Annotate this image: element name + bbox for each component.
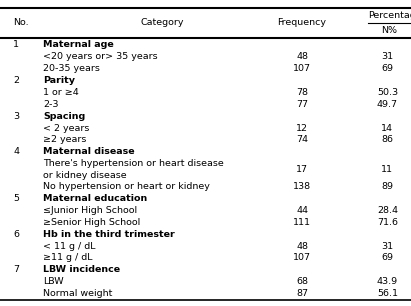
Text: 28.4: 28.4 (377, 206, 398, 215)
Text: 56.1: 56.1 (377, 289, 398, 298)
Text: Frequency: Frequency (277, 18, 327, 28)
Text: 107: 107 (293, 253, 311, 263)
Text: 12: 12 (296, 124, 308, 132)
Text: Maternal age: Maternal age (43, 40, 114, 49)
Text: There's hypertension or heart disease: There's hypertension or heart disease (43, 159, 224, 168)
Text: Maternal disease: Maternal disease (43, 147, 135, 156)
Text: 50.3: 50.3 (377, 88, 398, 97)
Text: 4: 4 (13, 147, 19, 156)
Text: No hypertension or heart or kidney: No hypertension or heart or kidney (43, 182, 210, 191)
Text: 48: 48 (296, 52, 308, 61)
Text: ≤Junior High School: ≤Junior High School (43, 206, 137, 215)
Text: 1 or ≥4: 1 or ≥4 (43, 88, 79, 97)
Text: 31: 31 (381, 241, 393, 251)
Text: ≥2 years: ≥2 years (43, 136, 87, 144)
Text: 14: 14 (381, 124, 393, 132)
Text: < 11 g / dL: < 11 g / dL (43, 241, 96, 251)
Text: 89: 89 (381, 182, 393, 191)
Text: 49.7: 49.7 (377, 99, 398, 109)
Text: 138: 138 (293, 182, 311, 191)
Text: or kidney disease: or kidney disease (43, 170, 127, 180)
Text: Percentage: Percentage (368, 11, 411, 20)
Text: 6: 6 (13, 230, 19, 239)
Text: 68: 68 (296, 278, 308, 286)
Text: 11: 11 (381, 165, 393, 174)
Text: Spacing: Spacing (43, 112, 85, 121)
Text: Maternal education: Maternal education (43, 194, 148, 203)
Text: 2-3: 2-3 (43, 99, 59, 109)
Text: 17: 17 (296, 165, 308, 174)
Text: Normal weight: Normal weight (43, 289, 113, 298)
Text: 86: 86 (381, 136, 393, 144)
Text: Hb in the third trimester: Hb in the third trimester (43, 230, 175, 239)
Text: <20 years or> 35 years: <20 years or> 35 years (43, 52, 158, 61)
Text: < 2 years: < 2 years (43, 124, 90, 132)
Text: 107: 107 (293, 64, 311, 73)
Text: ≥Senior High School: ≥Senior High School (43, 218, 141, 226)
Text: 71.6: 71.6 (377, 218, 398, 226)
Text: 74: 74 (296, 136, 308, 144)
Text: LBW incidence: LBW incidence (43, 265, 120, 274)
Text: 43.9: 43.9 (377, 278, 398, 286)
Text: 78: 78 (296, 88, 308, 97)
Text: 77: 77 (296, 99, 308, 109)
Text: N%: N% (381, 26, 397, 35)
Text: 44: 44 (296, 206, 308, 215)
Text: 1: 1 (13, 40, 19, 49)
Text: 20-35 years: 20-35 years (43, 64, 100, 73)
Text: No.: No. (13, 18, 29, 28)
Text: Category: Category (141, 18, 184, 28)
Text: Parity: Parity (43, 76, 75, 85)
Text: 31: 31 (381, 52, 393, 61)
Text: 7: 7 (13, 265, 19, 274)
Text: ≥11 g / dL: ≥11 g / dL (43, 253, 92, 263)
Text: 48: 48 (296, 241, 308, 251)
Text: 111: 111 (293, 218, 311, 226)
Text: LBW: LBW (43, 278, 64, 286)
Text: 3: 3 (13, 112, 19, 121)
Text: 69: 69 (381, 64, 393, 73)
Text: 5: 5 (13, 194, 19, 203)
Text: 2: 2 (13, 76, 19, 85)
Text: 87: 87 (296, 289, 308, 298)
Text: 69: 69 (381, 253, 393, 263)
